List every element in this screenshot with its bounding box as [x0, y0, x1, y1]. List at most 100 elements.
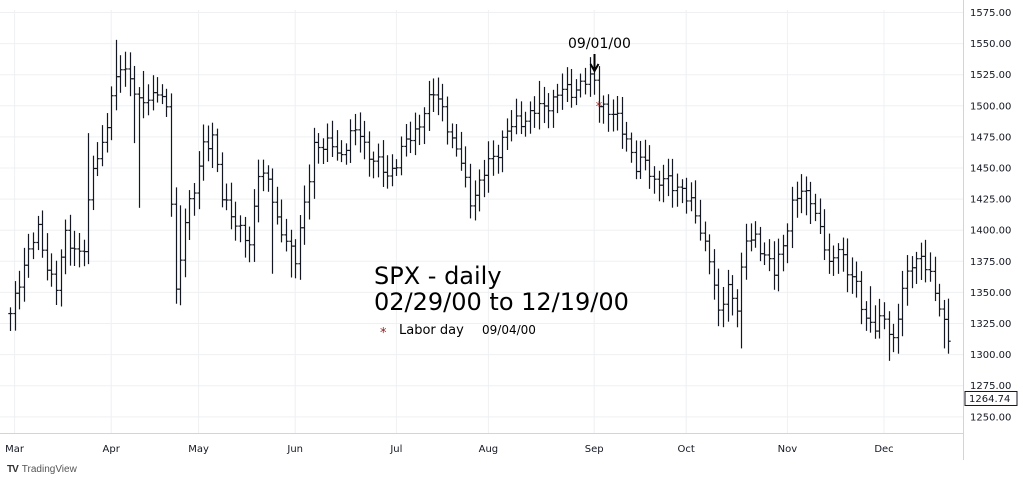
month-tick-label: Oct — [678, 444, 695, 455]
ohlc-bar — [882, 302, 887, 330]
month-tick-label: Mar — [5, 444, 25, 455]
ohlc-bar — [238, 215, 243, 243]
ohlc-bar — [868, 286, 873, 333]
ohlc-bar — [77, 232, 82, 268]
ohlc-bar — [243, 216, 248, 258]
ohlc-bar — [808, 181, 813, 224]
ohlc-bar — [100, 125, 105, 167]
ohlc-bar — [762, 242, 767, 266]
chart-title-line2: 02/29/00 to 12/19/00 — [374, 288, 629, 316]
ohlc-bar — [486, 141, 491, 193]
month-tick-label: May — [188, 444, 209, 455]
ohlc-bar — [583, 67, 588, 95]
price-tick-label: 1275.00 — [970, 381, 1011, 392]
chart-title-line1: SPX - daily — [374, 262, 502, 290]
ohlc-bar — [54, 260, 59, 305]
ohlc-bar — [289, 229, 294, 278]
last-price-tag — [964, 390, 1018, 406]
ohlc-bar — [229, 182, 234, 230]
ohlc-bar — [477, 169, 482, 212]
ohlc-bar — [620, 96, 625, 149]
ohlc-bar — [615, 95, 620, 131]
ohlc-bar — [928, 252, 933, 282]
down-arrow-head — [589, 63, 600, 74]
price-bars — [8, 39, 951, 361]
ohlc-bar — [358, 112, 363, 153]
ohlc-bar — [850, 257, 855, 294]
ohlc-bar — [381, 140, 386, 187]
ohlc-bar — [312, 127, 317, 199]
ohlc-bar — [146, 84, 151, 116]
ohlc-bar — [555, 83, 560, 114]
ohlc-bar — [210, 122, 215, 169]
ohlc-bar — [174, 187, 179, 304]
ohlc-bar — [316, 133, 321, 164]
ohlc-bar — [776, 238, 781, 292]
ohlc-bar — [896, 303, 901, 354]
ohlc-bar — [408, 121, 413, 154]
ohlc-bar — [49, 253, 54, 287]
ohlc-bar — [17, 270, 22, 310]
ohlc-bar — [82, 239, 87, 267]
ohlc-bar — [482, 159, 487, 198]
ohlc-bar — [721, 286, 726, 328]
ohlc-bar — [735, 289, 740, 328]
ohlc-bar — [36, 215, 41, 251]
ohlc-bar — [532, 96, 537, 128]
month-tick-label: Apr — [103, 444, 121, 455]
ohlc-bar — [22, 247, 27, 302]
ohlc-bar — [431, 78, 436, 113]
ohlc-bar — [224, 183, 229, 211]
ohlc-bar — [307, 164, 312, 220]
ohlc-bar — [298, 215, 303, 280]
price-tick-label: 1300.00 — [970, 350, 1011, 361]
price-tick-label: 1525.00 — [970, 70, 1011, 81]
ohlc-bar — [436, 77, 441, 116]
ohlc-bar — [841, 237, 846, 272]
ohlc-bar — [845, 238, 850, 293]
ohlc-bar — [256, 159, 261, 223]
price-axis: 1250.00 1275.00 1300.00 1325.00 1350.00 1375.… — [963, 0, 1018, 460]
ohlc-bar — [905, 255, 910, 306]
ohlc-bar — [551, 89, 556, 128]
ohlc-bar — [689, 182, 694, 212]
ohlc-bar — [505, 118, 510, 150]
annotations: SPX - daily 02/29/00 to 12/19/00 * Labor… — [374, 36, 631, 341]
ohlc-bar — [923, 239, 928, 283]
ohlc-bar — [151, 75, 156, 111]
ohlc-bar — [546, 93, 551, 129]
ohlc-bar — [59, 249, 64, 307]
ohlc-bar — [183, 208, 188, 278]
month-tick-label: Sep — [585, 444, 604, 455]
ohlc-bar — [390, 154, 395, 187]
ohlc-bar — [385, 155, 390, 189]
price-tick-label: 1425.00 — [970, 195, 1011, 206]
ohlc-bar — [657, 170, 662, 202]
month-tick-label: Dec — [874, 444, 893, 455]
ohlc-bar — [767, 239, 772, 272]
ohlc-bar — [169, 93, 174, 217]
ohlc-bar — [123, 51, 128, 87]
ohlc-bar — [836, 243, 841, 274]
ohlc-bar — [266, 165, 271, 192]
price-tick-label: 1375.00 — [970, 257, 1011, 268]
ohlc-bar — [362, 120, 367, 160]
ohlc-bar — [537, 80, 542, 130]
ohlc-bar — [450, 123, 455, 149]
ohlc-bar — [72, 230, 77, 267]
ohlc-bar — [638, 140, 643, 179]
grid-lines — [0, 10, 963, 433]
ohlc-bar — [854, 261, 859, 298]
ohlc-bar — [68, 214, 73, 266]
ohlc-bar — [937, 283, 942, 317]
ohlc-bar — [624, 121, 629, 152]
ohlc-bar — [666, 158, 671, 197]
ohlc-bar — [118, 55, 123, 93]
ohlc-bar — [141, 70, 146, 119]
ohlc-bar — [330, 120, 335, 157]
ohlc-bar — [325, 123, 330, 163]
ohlc-bar — [859, 271, 864, 325]
ohlc-bar — [799, 174, 804, 214]
ohlc-bar — [468, 163, 473, 219]
ohlc-bar — [560, 73, 565, 110]
